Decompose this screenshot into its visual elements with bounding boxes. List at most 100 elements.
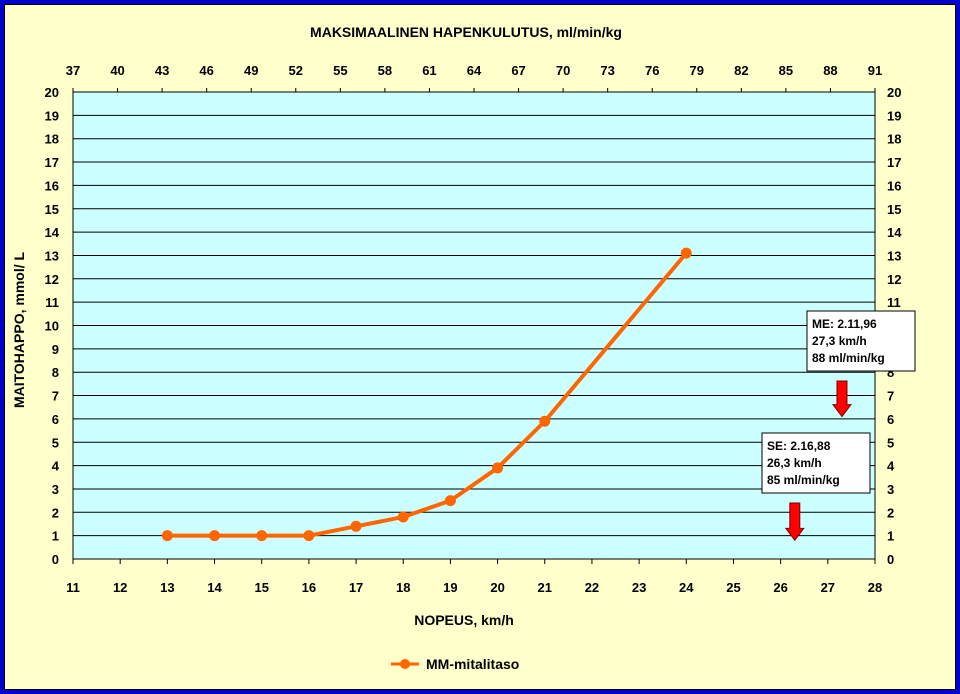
y-tick-label: 4 <box>52 459 60 474</box>
x-tick-label: 12 <box>113 580 127 595</box>
x-tick-label: 25 <box>726 580 740 595</box>
top-tick-label: 64 <box>467 63 482 78</box>
legend-label: MM-mitalitaso <box>426 656 519 672</box>
right-y-tick-label: 16 <box>887 178 901 193</box>
data-point <box>350 520 362 532</box>
x-tick-label: 28 <box>868 580 882 595</box>
data-point <box>303 530 315 542</box>
annotation-text: ME: 2.11,96 <box>812 317 877 331</box>
right-y-tick-label: 19 <box>887 108 901 123</box>
y-tick-label: 12 <box>45 272 59 287</box>
annotation-arrow <box>784 502 805 542</box>
data-point <box>397 511 409 523</box>
x-tick-label: 24 <box>679 580 694 595</box>
x-tick-label: 21 <box>538 580 552 595</box>
x-tick-label: 14 <box>207 580 222 595</box>
top-tick-label: 70 <box>556 63 570 78</box>
data-point <box>680 247 692 259</box>
right-y-tick-label: 17 <box>887 155 901 170</box>
data-point <box>444 495 456 507</box>
data-point <box>492 462 504 474</box>
top-tick-label: 82 <box>734 63 748 78</box>
x-tick-label: 13 <box>160 580 174 595</box>
right-y-tick-label: 1 <box>887 529 894 544</box>
right-y-tick-label: 6 <box>887 412 894 427</box>
legend: MM-mitalitaso <box>391 656 519 672</box>
top-axis-title: MAKSIMAALINEN HAPENKULUTUS, ml/min/kg <box>310 24 622 40</box>
top-axis-tick-labels: 37 40 43 46 49 52 55 58 61 64 67 70 73 76 79 82 85 88 91 <box>66 63 882 78</box>
top-tick-label: 76 <box>645 63 659 78</box>
y-tick-label: 1 <box>52 529 59 544</box>
data-point <box>256 530 268 542</box>
x-tick-labels: 11 12 13 14 15 16 17 18 19 20 21 22 23 24 25 26 27 28 <box>66 580 882 595</box>
annotation-box <box>761 432 871 494</box>
annotation-text: SE: 2.16,88 <box>767 439 831 453</box>
x-tick-label: 15 <box>254 580 268 595</box>
y-tick-label: 16 <box>45 178 59 193</box>
top-tick-label: 67 <box>511 63 525 78</box>
right-y-tick-label: 18 <box>887 132 901 147</box>
x-tick-label: 20 <box>490 580 504 595</box>
y-tick-label: 2 <box>52 505 59 520</box>
x-tick-label: 17 <box>349 580 363 595</box>
x-tick-label: 27 <box>821 580 835 595</box>
y-tick-label: 19 <box>45 108 59 123</box>
y-tick-label: 10 <box>45 319 59 334</box>
y-tick-label: 6 <box>52 412 59 427</box>
y-axis-title: MAITOHAPPO, mmol/ L <box>11 252 27 409</box>
right-y-tick-label: 2 <box>887 505 894 520</box>
top-tick-label: 85 <box>779 63 793 78</box>
annotations-group: ME: 2.11,96 27,3 km/h 88 ml/min/kg SE: 2.16… <box>761 310 916 542</box>
y-tick-label: 9 <box>52 342 59 357</box>
y-tick-label: 0 <box>52 552 59 567</box>
series-line <box>167 251 688 538</box>
top-tick-label: 61 <box>422 63 436 78</box>
right-y-tick-label: 4 <box>887 459 895 474</box>
right-y-tick-label: 8 <box>887 365 894 380</box>
y-tick-label: 3 <box>52 482 59 497</box>
annotation-text: 88 ml/min/kg <box>812 351 885 365</box>
x-axis-title: NOPEUS, km/h <box>414 612 514 628</box>
data-point <box>209 530 221 542</box>
y-tick-label: 14 <box>45 225 60 240</box>
y-tick-label: 17 <box>45 155 59 170</box>
right-y-tick-label: 13 <box>887 248 901 263</box>
data-point <box>539 415 551 427</box>
y-tick-label: 18 <box>45 132 59 147</box>
x-tick-label: 18 <box>396 580 410 595</box>
y-tick-label: 8 <box>52 365 59 380</box>
annotation-text: 27,3 km/h <box>812 334 867 348</box>
y-tick-label: 13 <box>45 248 59 263</box>
right-y-tick-label: 20 <box>887 85 901 100</box>
top-tick-label: 88 <box>823 63 837 78</box>
x-tick-label: 23 <box>632 580 646 595</box>
annotation-text: 26,3 km/h <box>767 456 822 470</box>
right-y-tick-label: 11 <box>887 295 901 310</box>
x-tick-label: 26 <box>773 580 787 595</box>
x-tick-label: 22 <box>585 580 599 595</box>
annotation-text: 85 ml/min/kg <box>767 473 840 487</box>
y-tick-label: 20 <box>45 85 59 100</box>
top-tick-label: 37 <box>66 63 80 78</box>
top-tick-label: 52 <box>289 63 303 78</box>
legend-marker <box>400 659 410 669</box>
top-tick-label: 58 <box>378 63 392 78</box>
annotation-box <box>806 310 916 372</box>
top-tick-label: 55 <box>333 63 347 78</box>
y-tick-label: 15 <box>45 202 59 217</box>
y-tick-label: 11 <box>45 295 59 310</box>
right-y-tick-label: 3 <box>887 482 894 497</box>
right-y-tick-label: 0 <box>887 552 894 567</box>
x-tick-label: 16 <box>302 580 316 595</box>
top-tick-label: 43 <box>155 63 169 78</box>
top-tick-label: 40 <box>110 63 124 78</box>
right-y-tick-label: 14 <box>887 225 902 240</box>
right-y-tick-label: 15 <box>887 202 901 217</box>
right-y-tick-label: 5 <box>887 435 894 450</box>
top-tick-label: 49 <box>244 63 258 78</box>
x-tick-label: 19 <box>443 580 457 595</box>
top-tick-label: 79 <box>690 63 704 78</box>
